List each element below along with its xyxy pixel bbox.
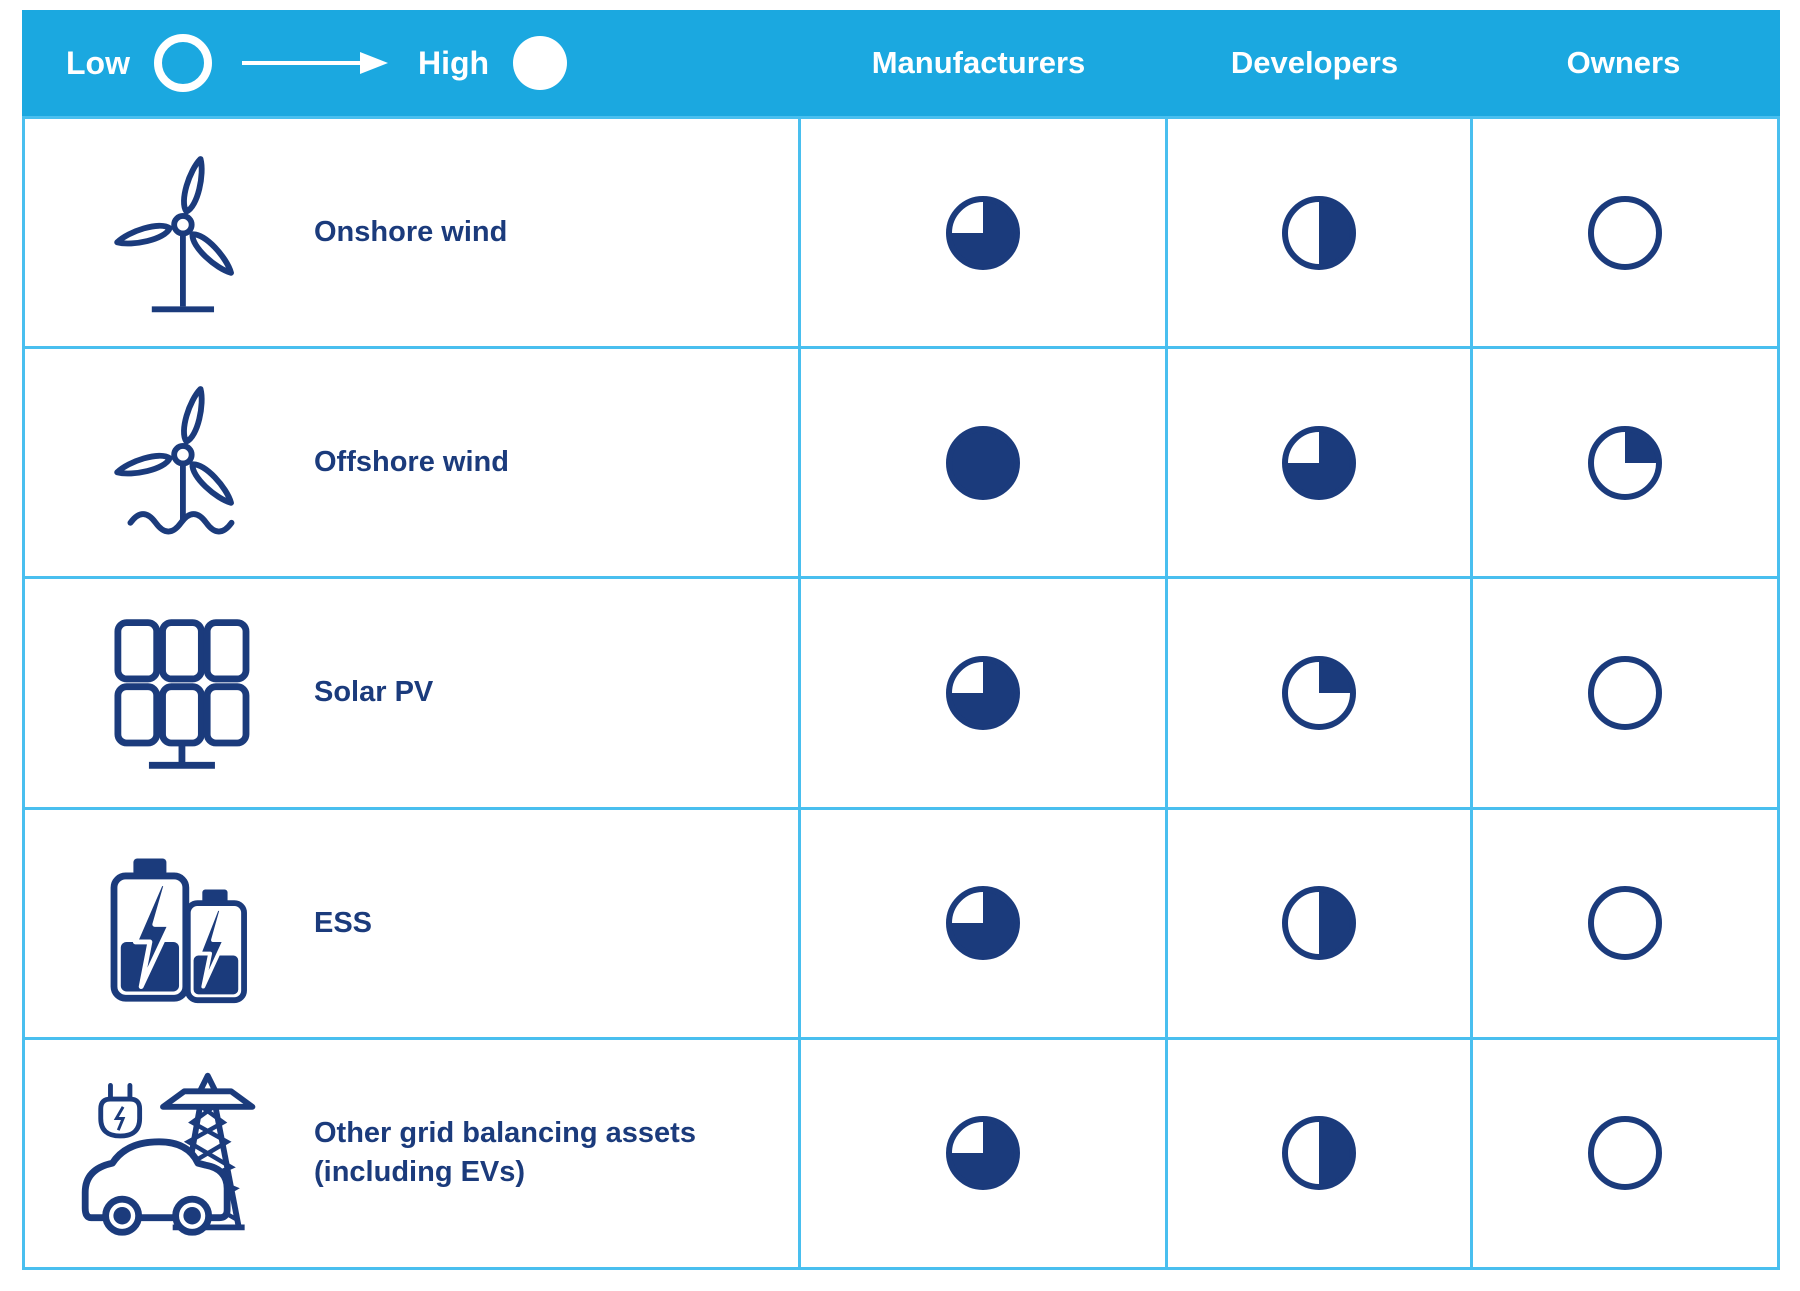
solar-pv-icon [77,611,282,776]
harvey-ball [1588,1116,1662,1191]
cell-offshore-owners [1470,349,1777,577]
column-header-developers: Developers [1230,45,1399,80]
row-label-cell: Solar PV [25,579,798,806]
table-row-solar-pv: Solar PV [25,576,1777,807]
cell-onshore-manufacturers [798,119,1165,347]
cell-onshore-owners [1470,119,1777,347]
harvey-ball [1588,886,1662,961]
arrow-right-icon [241,52,388,74]
header-row: Low High Manufacturers Developers Owners [22,10,1780,116]
table-row-offshore-wind: Offshore wind [25,346,1777,577]
cell-other-manufacturers [798,1039,1165,1268]
harvey-ball [1282,656,1356,730]
cell-offshore-manufacturers [798,349,1165,577]
harvey-ball [1588,425,1662,500]
harvey-ball [946,886,1020,961]
row-label: Solar PV [314,676,434,709]
legend-high-label: High [417,44,490,81]
harvey-ball [1588,195,1662,270]
row-label-cell: Onshore wind [25,119,798,346]
harvey-ball [946,1116,1020,1191]
cell-ess-owners [1470,809,1777,1037]
cell-onshore-developers [1165,119,1470,347]
row-label-cell: Other grid balancing assets (including E… [25,1040,798,1267]
table-row-ess: ESS [25,806,1777,1037]
ess-battery-icon [77,841,282,1006]
harvey-ball [1282,195,1356,270]
harvey-ball [946,425,1020,500]
harvey-ball [1282,425,1356,500]
offshore-wind-icon [77,375,282,550]
harvey-ball [946,195,1020,270]
legend: Low High [22,34,795,92]
row-label-cell: Offshore wind [25,349,798,576]
cell-solar-manufacturers [798,579,1165,807]
onshore-wind-icon [77,145,282,320]
column-header-owners: Owners [1566,45,1681,80]
ev-grid-icon [77,1066,282,1241]
table-row-onshore-wind: Onshore wind [25,116,1777,347]
cell-offshore-developers [1165,349,1470,577]
cell-solar-developers [1165,579,1470,807]
cell-other-owners [1470,1039,1777,1268]
high-filled-circle-icon [513,36,568,90]
harvey-ball [1588,656,1662,730]
legend-low-label: Low [66,44,130,81]
row-label: Offshore wind [314,446,509,479]
row-label-cell: ESS [25,810,798,1037]
harvey-ball [1282,886,1356,961]
cell-ess-manufacturers [798,809,1165,1037]
stakeholder-involvement-matrix: Low High Manufacturers Developers Owners [22,10,1780,1270]
cell-solar-owners [1470,579,1777,807]
table-row-other-grid-balancing: Other grid balancing assets (including E… [25,1036,1777,1268]
harvey-ball [946,656,1020,730]
row-label: Onshore wind [314,216,508,249]
cell-other-developers [1165,1039,1470,1268]
harvey-ball [1282,1116,1356,1191]
cell-ess-developers [1165,809,1470,1037]
column-header-manufacturers: Manufacturers [871,45,1086,80]
low-empty-circle-icon [153,34,212,92]
row-label: ESS [314,906,373,939]
row-label: Other grid balancing assets (including E… [314,1117,696,1189]
